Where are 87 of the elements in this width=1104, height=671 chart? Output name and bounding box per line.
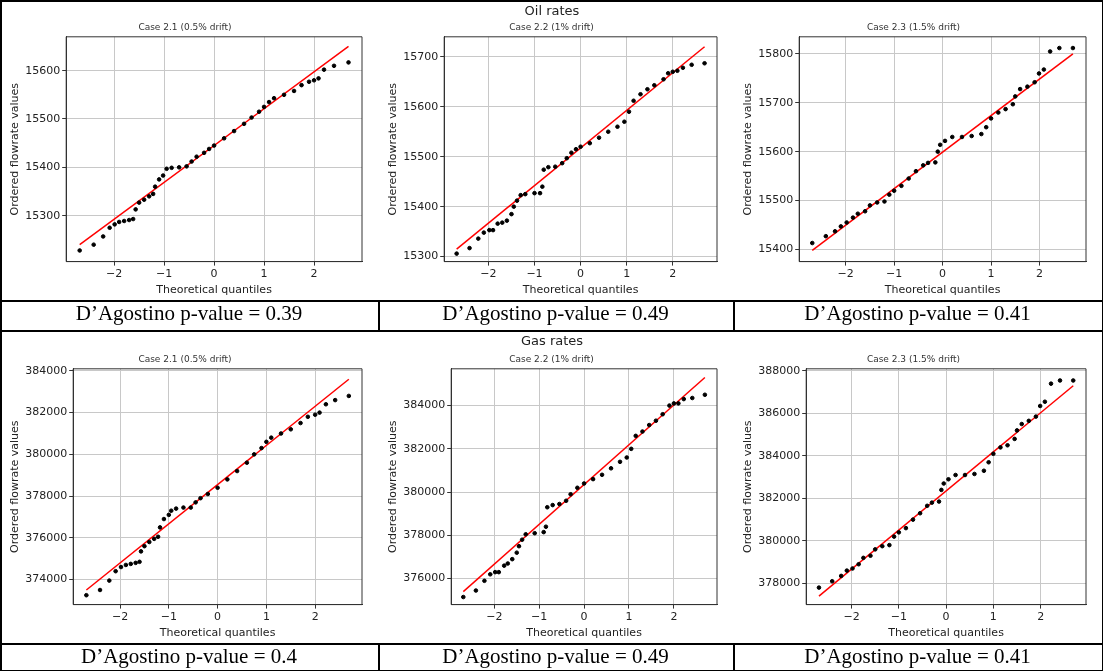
x-tick-label: −2 bbox=[111, 610, 129, 624]
y-tick-label: 382000 bbox=[25, 405, 68, 419]
y-tick-label: 380000 bbox=[25, 447, 68, 461]
x-tick-label: 2 bbox=[670, 610, 678, 624]
y-tick-label: 15400 bbox=[758, 242, 794, 256]
y-tick-label: 374000 bbox=[25, 572, 68, 586]
y-tick-label: 15700 bbox=[403, 49, 439, 63]
x-tick-label: 0 bbox=[939, 267, 947, 281]
x-tick-label: 2 bbox=[310, 267, 318, 281]
y-axis-title: Ordered flowrate values bbox=[386, 82, 400, 216]
x-tick-label: 0 bbox=[214, 610, 222, 624]
y-tick-label: 376000 bbox=[25, 530, 68, 544]
x-tick-label: −2 bbox=[843, 610, 860, 624]
x-tick-label: 2 bbox=[1037, 610, 1045, 624]
chart-title: Case 2.1 (0.5% drift) bbox=[138, 21, 232, 32]
x-tick-label: 0 bbox=[210, 267, 218, 281]
y-tick-label: 15500 bbox=[758, 193, 794, 207]
x-axis-title: Theoretical quantiles bbox=[155, 283, 273, 297]
y-tick-label: 15300 bbox=[403, 249, 439, 263]
y-tick-label: 15600 bbox=[403, 99, 439, 113]
x-tick-label: 1 bbox=[262, 610, 270, 624]
text: D’Agostino p-value = 0.49 bbox=[441, 300, 670, 326]
y-tick-label: 382000 bbox=[403, 441, 446, 455]
x-tick-label: −1 bbox=[890, 610, 907, 624]
y-axis-title: Ordered flowrate values bbox=[8, 82, 22, 216]
y-tick-label: 382000 bbox=[758, 491, 801, 505]
text: D’Agostino p-value = 0.4 bbox=[80, 643, 298, 669]
x-tick-label: 1 bbox=[623, 267, 631, 281]
x-tick-label: −1 bbox=[160, 610, 177, 624]
y-axis-title: Ordered flowrate values bbox=[8, 420, 22, 553]
x-tick-label: 1 bbox=[989, 610, 997, 624]
x-tick-label: −1 bbox=[531, 610, 548, 624]
text: D’Agostino p-value = 0.39 bbox=[74, 300, 304, 326]
y-axis-title: Ordered flowrate values bbox=[741, 420, 755, 553]
y-tick-label: 15600 bbox=[758, 144, 794, 158]
y-tick-label: 388000 bbox=[758, 363, 801, 377]
x-tick-label: 0 bbox=[580, 610, 588, 624]
y-tick-label: 15400 bbox=[403, 199, 439, 213]
y-tick-label: 15400 bbox=[25, 160, 61, 174]
y-tick-label: 378000 bbox=[25, 488, 68, 502]
text: D’Agostino p-value = 0.41 bbox=[803, 643, 1032, 669]
x-tick-label: 0 bbox=[577, 267, 585, 281]
y-tick-label: 384000 bbox=[403, 398, 446, 412]
x-tick-label: 2 bbox=[311, 610, 319, 624]
x-axis-title: Theoretical quantiles bbox=[525, 626, 643, 640]
y-axis-title: Ordered flowrate values bbox=[386, 420, 400, 553]
x-tick-label: −2 bbox=[837, 267, 854, 281]
y-tick-label: 15300 bbox=[25, 208, 61, 222]
y-tick-label: 380000 bbox=[403, 484, 446, 498]
chart-title: Case 2.3 (1.5% drift) bbox=[866, 21, 961, 32]
y-tick-label: 386000 bbox=[758, 406, 801, 420]
x-axis-title: Theoretical quantiles bbox=[883, 283, 1001, 297]
y-axis-title: Ordered flowrate values bbox=[741, 82, 755, 216]
x-tick-label: 1 bbox=[260, 267, 268, 281]
x-tick-label: 1 bbox=[625, 610, 633, 624]
y-tick-label: 378000 bbox=[758, 576, 801, 590]
x-tick-label: −1 bbox=[156, 267, 173, 281]
y-tick-label: 384000 bbox=[758, 448, 801, 462]
y-tick-label: 380000 bbox=[758, 533, 801, 547]
x-axis-title: Theoretical quantiles bbox=[521, 283, 639, 297]
y-tick-label: 376000 bbox=[403, 571, 446, 585]
y-tick-label: 378000 bbox=[403, 528, 446, 542]
y-tick-label: 384000 bbox=[25, 363, 68, 377]
y-tick-label: 15600 bbox=[25, 63, 61, 77]
x-tick-label: −2 bbox=[106, 267, 123, 281]
text: D’Agostino p-value = 0.49 bbox=[441, 643, 670, 669]
x-tick-label: 0 bbox=[942, 610, 950, 624]
x-tick-label: 1 bbox=[987, 267, 995, 281]
x-tick-label: −2 bbox=[486, 610, 503, 624]
y-tick-label: 15500 bbox=[25, 111, 61, 125]
x-axis-title: Theoretical quantiles bbox=[887, 626, 1005, 640]
text: Gas rates bbox=[519, 333, 585, 348]
x-tick-label: −1 bbox=[526, 267, 543, 281]
text: Oil rates bbox=[523, 3, 581, 18]
y-tick-label: 15500 bbox=[403, 149, 439, 163]
x-tick-label: 2 bbox=[1035, 267, 1043, 281]
chart-title: Case 2.1 (0.5% drift) bbox=[138, 353, 232, 364]
x-tick-label: −1 bbox=[886, 267, 903, 281]
x-tick-label: −2 bbox=[480, 267, 497, 281]
x-axis-title: Theoretical quantiles bbox=[158, 626, 276, 640]
chart-title: Case 2.3 (1.5% drift) bbox=[866, 353, 961, 364]
x-tick-label: 2 bbox=[669, 267, 677, 281]
y-tick-label: 15700 bbox=[758, 95, 794, 109]
chart-title: Case 2.2 (1% drift) bbox=[509, 21, 594, 32]
chart-title: Case 2.2 (1% drift) bbox=[509, 353, 594, 364]
y-tick-label: 15800 bbox=[758, 46, 794, 60]
text: D’Agostino p-value = 0.41 bbox=[803, 300, 1032, 326]
